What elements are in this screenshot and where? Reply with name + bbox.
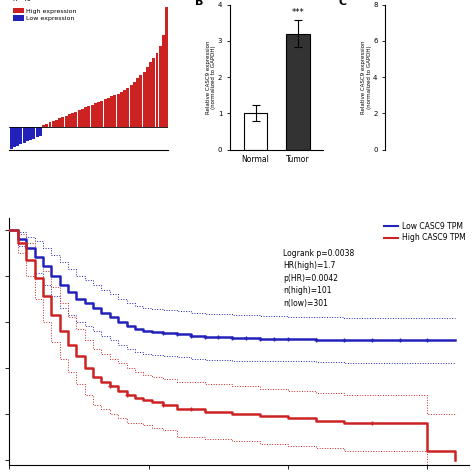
Bar [286,34,310,150]
Bar [78,110,81,127]
Bar [117,93,119,127]
Bar [58,118,61,127]
Bar [143,72,146,127]
Bar [146,67,149,127]
Bar [39,127,42,136]
Bar [165,7,168,127]
Bar [36,127,38,137]
Bar [97,102,100,127]
Legend: High expression, Low expression: High expression, Low expression [13,8,77,21]
Bar [104,99,107,127]
Bar [162,35,165,127]
Bar [84,108,87,127]
Bar [42,125,45,127]
Bar [46,124,48,127]
Text: ***: *** [292,8,304,17]
Bar [74,111,77,127]
Bar [55,120,58,127]
Bar [244,113,267,150]
Bar [65,116,68,127]
Text: n=49: n=49 [13,0,32,2]
Bar [48,122,52,127]
Bar [110,96,113,127]
Bar [52,121,55,127]
Bar [152,58,155,127]
Bar [29,127,32,140]
Bar [129,85,133,127]
Bar [107,98,110,127]
Bar [139,75,142,127]
Bar [127,88,129,127]
Y-axis label: Relative CASC9 expression
(normalized to GAPDH): Relative CASC9 expression (normalized to… [361,40,372,114]
Bar [9,127,13,148]
Bar [16,127,19,146]
Bar [68,114,71,127]
Bar [155,53,158,127]
Bar [62,117,64,127]
Text: C: C [339,0,347,8]
Bar [71,113,74,127]
Bar [26,127,29,141]
Y-axis label: Relative CASC9 expression
(normalized to GAPDH): Relative CASC9 expression (normalized to… [206,40,217,114]
Bar [133,82,136,127]
Bar [81,109,84,127]
Bar [87,106,91,127]
Text: B: B [194,0,203,8]
Bar [159,46,162,127]
Bar [136,78,139,127]
Legend: Low CASC9 TPM, High CASC9 TPM: Low CASC9 TPM, High CASC9 TPM [384,222,465,242]
Bar [94,103,97,127]
Bar [123,90,126,127]
Bar [32,127,35,139]
Bar [19,127,22,144]
Bar [100,100,103,127]
Bar [149,62,152,127]
Text: Logrank p=0.0038
HR(high)=1.7
p(HR)=0.0042
n(high)=101
n(low)=301: Logrank p=0.0038 HR(high)=1.7 p(HR)=0.00… [283,249,354,308]
Bar [120,92,123,127]
Bar [113,95,116,127]
Bar [13,127,16,147]
Bar [23,127,26,143]
Bar [91,105,94,127]
